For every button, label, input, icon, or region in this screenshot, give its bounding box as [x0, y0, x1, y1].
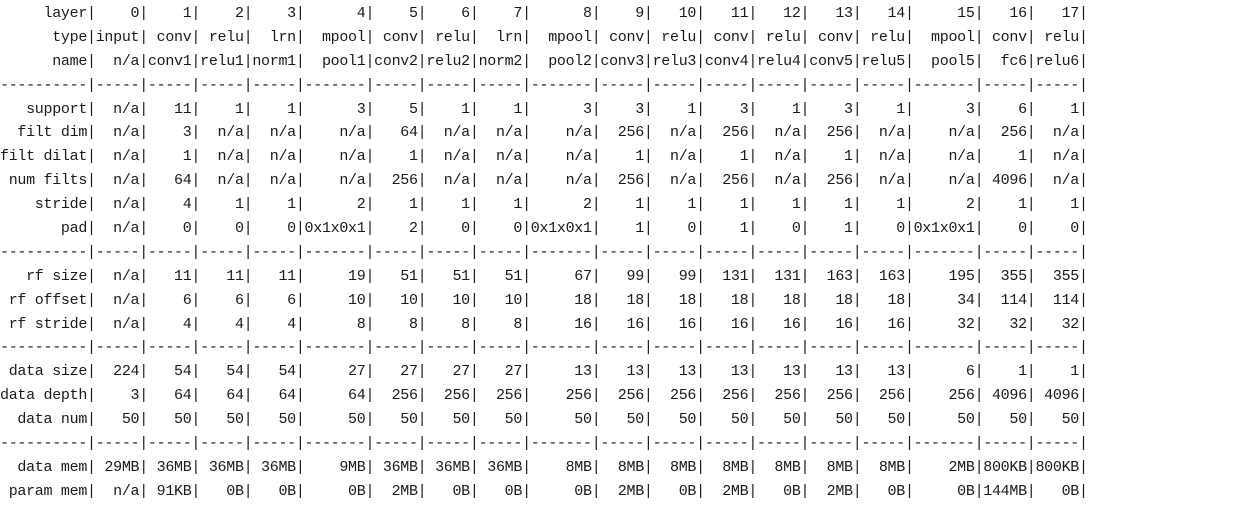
table-row-param-mem: param mem| n/a| 91KB| 0B| 0B| 0B| 2MB| 0…: [0, 482, 1088, 500]
table-row-rf-offset: rf offset| n/a| 6| 6| 6| 10| 10| 10| 10|…: [0, 291, 1088, 309]
table-row-data-mem: data mem| 29MB| 36MB| 36MB| 36MB| 9MB| 3…: [0, 458, 1088, 476]
table-row-support: support| n/a| 11| 1| 1| 3| 5| 1| 1| 3| 3…: [0, 100, 1088, 118]
table-row-stride: stride| n/a| 4| 1| 1| 2| 1| 1| 1| 2| 1| …: [0, 196, 1088, 214]
table-separator: ----------|-----|-----|-----|-----|-----…: [0, 339, 1088, 357]
table-separator: ----------|-----|-----|-----|-----|-----…: [0, 435, 1088, 453]
table-row-type: type|input| conv| relu| lrn| mpool| conv…: [0, 28, 1088, 46]
table-row-rf-stride: rf stride| n/a| 4| 4| 4| 8| 8| 8| 8| 16|…: [0, 315, 1088, 333]
table-row-rf-size: rf size| n/a| 11| 11| 11| 19| 51| 51| 51…: [0, 267, 1088, 285]
table-row-data-num: data num| 50| 50| 50| 50| 50| 50| 50| 50…: [0, 411, 1088, 429]
table-row-layer: layer| 0| 1| 2| 3| 4| 5| 6| 7| 8| 9| 10|…: [0, 5, 1088, 22]
table-row-pad: pad| n/a| 0| 0| 0|0x1x0x1| 2| 0| 0|0x1x0…: [0, 220, 1088, 238]
table-row-filt-dilat: filt dilat| n/a| 1| n/a| n/a| n/a| 1| n/…: [0, 148, 1088, 166]
terminal-output: layer| 0| 1| 2| 3| 4| 5| 6| 7| 8| 9| 10|…: [0, 2, 1088, 504]
table-row-name: name| n/a|conv1|relu1|norm1| pool1|conv2…: [0, 52, 1088, 70]
table-row-data-depth: data depth| 3| 64| 64| 64| 64| 256| 256|…: [0, 387, 1088, 405]
table-row-num-filts: num filts| n/a| 64| n/a| n/a| n/a| 256| …: [0, 172, 1088, 190]
table-separator: ----------|-----|-----|-----|-----|-----…: [0, 76, 1088, 94]
table-row-data-size: data size| 224| 54| 54| 54| 27| 27| 27| …: [0, 363, 1088, 381]
table-separator: ----------|-----|-----|-----|-----|-----…: [0, 243, 1088, 261]
table-row-filt-dim: filt dim| n/a| 3| n/a| n/a| n/a| 64| n/a…: [0, 124, 1088, 142]
